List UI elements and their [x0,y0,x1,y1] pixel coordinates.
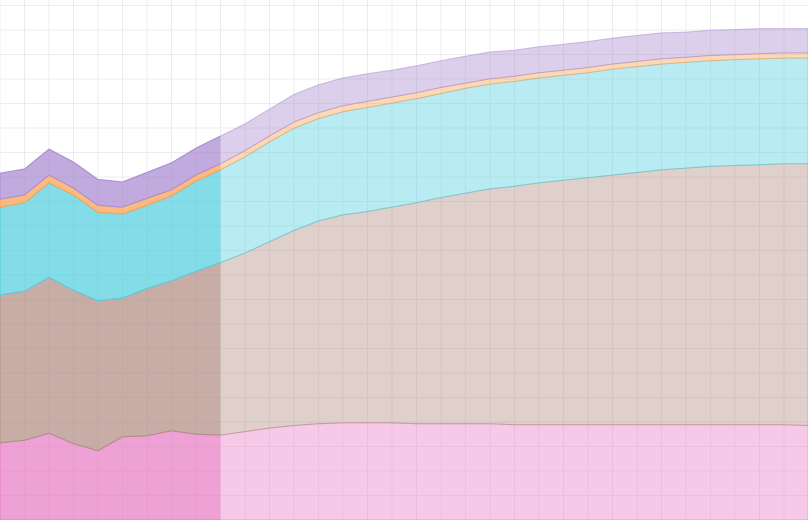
highlight-layers [0,135,221,520]
highlight-series-5 [0,135,221,208]
highlight-series-3 [0,169,221,302]
highlight-series-4 [0,163,221,215]
highlight-series-1 [0,430,221,520]
highlight-series-2 [0,262,221,452]
highlight-region [0,135,221,520]
